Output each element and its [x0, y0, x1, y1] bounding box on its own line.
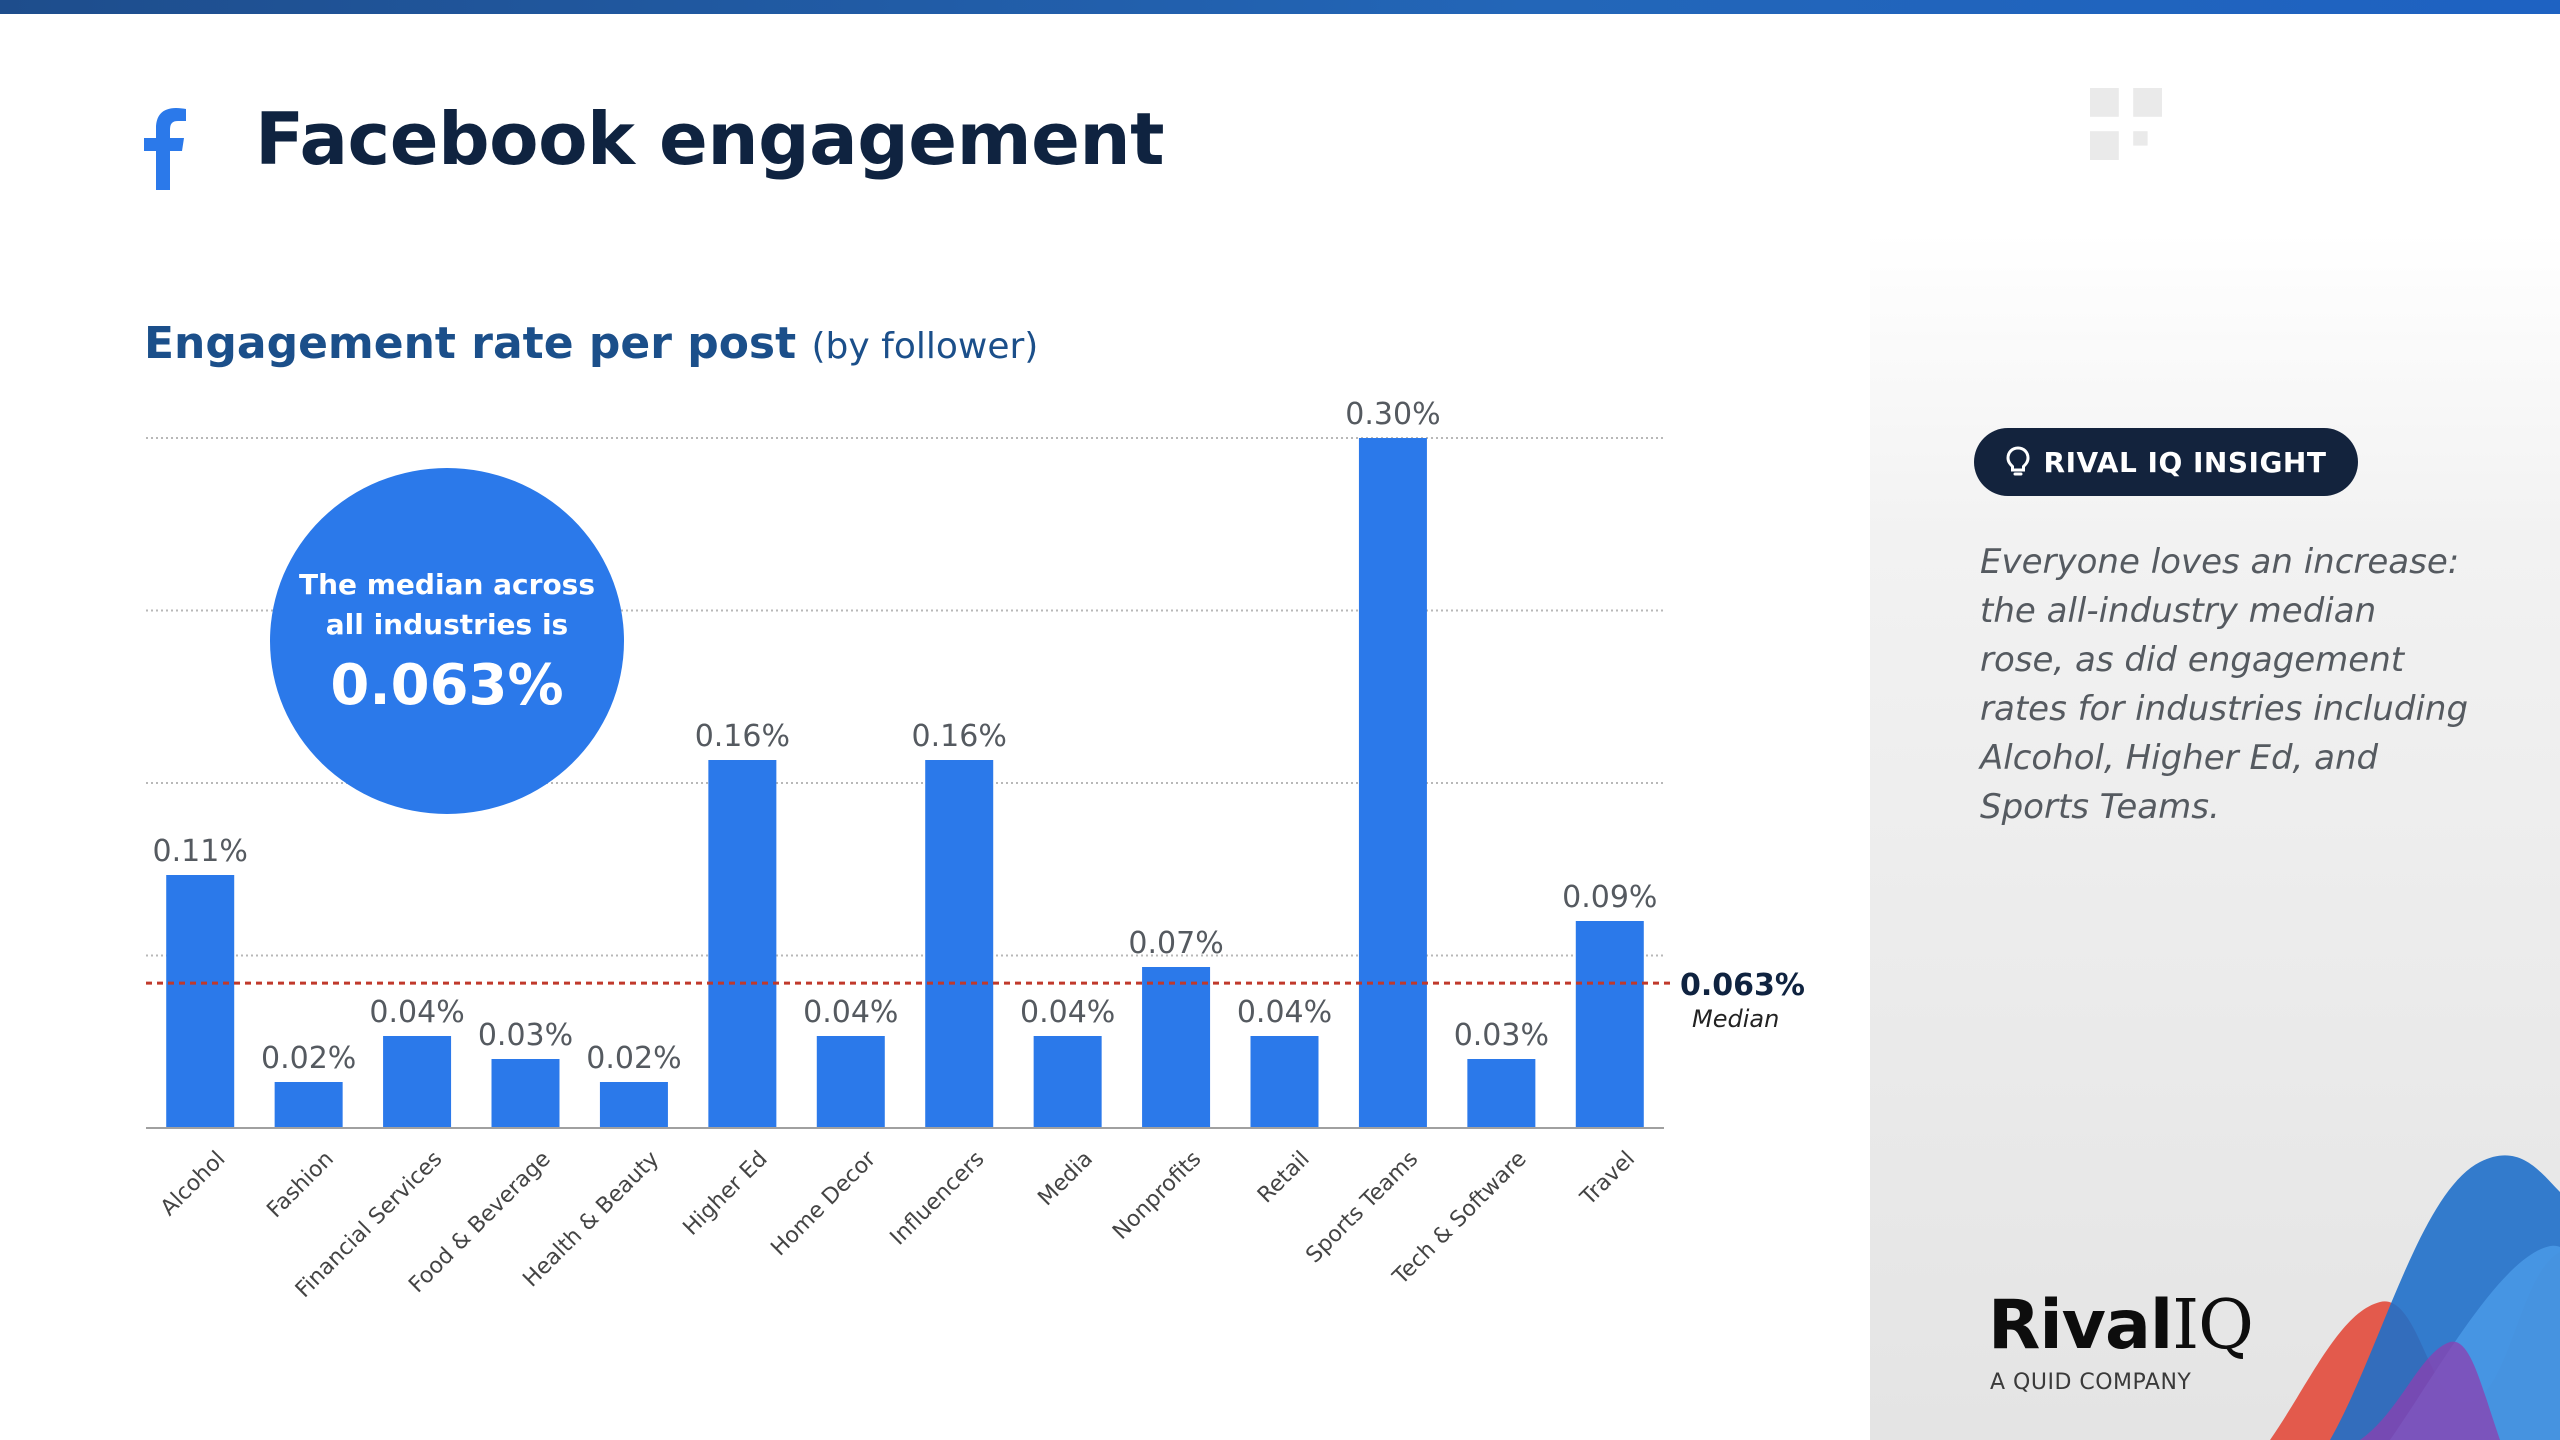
- category-tick-label: Travel: [1575, 1147, 1640, 1212]
- bar-value-label: 0.07%: [1128, 926, 1223, 961]
- bar: [166, 875, 235, 1128]
- category-tick-label: Alcohol: [156, 1147, 230, 1221]
- bar: [1575, 921, 1644, 1128]
- bar: [1033, 1036, 1102, 1128]
- rival-iq-logo: RivalIQ: [1988, 1292, 2254, 1360]
- median-bubble-value: 0.063%: [330, 652, 564, 718]
- bar-value-label: 0.09%: [1562, 880, 1657, 915]
- chart-heading-main: Engagement rate per post: [144, 318, 797, 369]
- faint-qr-icon: [2090, 88, 2162, 160]
- category-tick-label: Nonprofits: [1108, 1147, 1206, 1245]
- bar-value-label: 0.04%: [803, 995, 898, 1030]
- category-tick-label: Retail: [1253, 1147, 1315, 1209]
- median-caption: Median: [1692, 1005, 1779, 1033]
- bar-value-label: 0.03%: [1454, 1018, 1549, 1053]
- lightbulb-icon: [2006, 446, 2030, 476]
- bar: [816, 1036, 885, 1128]
- category-tick-label: Higher Ed: [679, 1147, 773, 1241]
- top-accent-bar: [0, 0, 2560, 14]
- insight-badge-label: RIVAL IQ INSIGHT: [2043, 445, 2327, 479]
- bar-value-label: 0.04%: [1237, 995, 1332, 1030]
- insight-panel: RIVAL IQ INSIGHT Everyone loves an incre…: [1870, 232, 2560, 1440]
- bar-value-label: 0.16%: [912, 719, 1007, 754]
- bar-value-label: 0.16%: [695, 719, 790, 754]
- bar-value-label: 0.04%: [369, 995, 464, 1030]
- brand-name-part1: Rival: [1988, 1286, 2173, 1365]
- bar: [708, 760, 777, 1128]
- category-tick-label: Home Decor: [766, 1146, 881, 1261]
- brand-name-part2: IQ: [2172, 1286, 2254, 1365]
- category-tick-label: Sports Teams: [1301, 1147, 1423, 1269]
- facebook-f-icon: [144, 108, 186, 190]
- bar: [274, 1082, 343, 1128]
- decorative-wave: [2270, 1155, 2560, 1440]
- bar: [599, 1082, 668, 1128]
- bar-value-label: 0.02%: [586, 1041, 681, 1076]
- bar: [1358, 438, 1427, 1128]
- insight-badge: RIVAL IQ INSIGHT: [1974, 428, 2358, 496]
- category-tick-label: Media: [1033, 1147, 1097, 1211]
- bar-value-label: 0.11%: [153, 834, 248, 869]
- bar-value-label: 0.04%: [1020, 995, 1115, 1030]
- page-title: Facebook engagement: [255, 97, 1165, 181]
- median-bubble: The median across all industries is 0.06…: [270, 468, 624, 814]
- median-value-label: 0.063%: [1680, 968, 1805, 1003]
- category-tick-label: Fashion: [262, 1147, 338, 1223]
- chart-heading-sub: (by follower): [811, 326, 1039, 367]
- bar-value-label: 0.02%: [261, 1041, 356, 1076]
- bar: [491, 1059, 560, 1128]
- bar: [925, 760, 994, 1128]
- bar: [1142, 967, 1211, 1128]
- bar: [1467, 1059, 1536, 1128]
- median-bubble-line2: all industries is: [325, 607, 569, 641]
- category-tick-label: Influencers: [886, 1147, 990, 1251]
- bar-value-label: 0.03%: [478, 1018, 573, 1053]
- insight-text: Everyone loves an increase: the all-indu…: [1980, 542, 2469, 827]
- bar: [383, 1036, 452, 1128]
- bar: [1250, 1036, 1319, 1128]
- median-bubble-line1: The median across: [298, 567, 596, 601]
- chart-heading: Engagement rate per post (by follower): [144, 318, 1038, 369]
- bar-value-label: 0.30%: [1345, 397, 1440, 432]
- brand-tagline: A QUID COMPANY: [1990, 1370, 2192, 1395]
